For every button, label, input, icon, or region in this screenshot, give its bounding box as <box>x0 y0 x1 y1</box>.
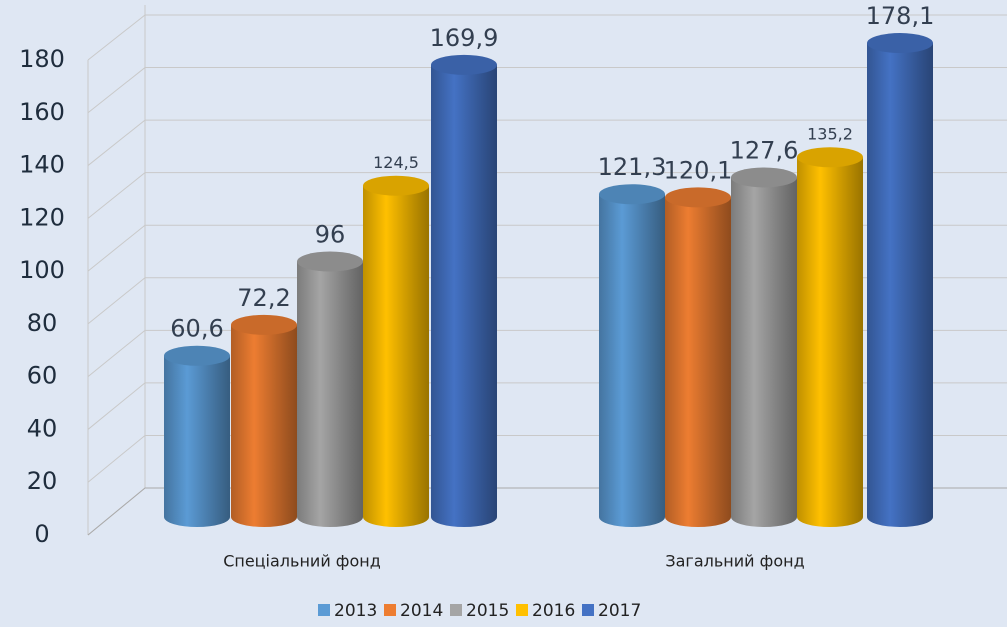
x-tick-label: Спеціальний фонд <box>223 552 381 571</box>
bar-top <box>231 314 297 335</box>
x-tick-label: Загальний фонд <box>665 552 804 571</box>
bar-top <box>599 184 665 205</box>
legend-swatch <box>384 604 396 616</box>
legend-label: 2016 <box>532 601 575 621</box>
y-tick-label: 120 <box>19 203 65 231</box>
bar <box>599 184 665 528</box>
bar-body <box>665 197 731 527</box>
legend-label: 2013 <box>334 601 377 621</box>
y-tick-label: 0 <box>34 520 49 548</box>
bar-body <box>867 43 933 527</box>
y-tick-label: 80 <box>27 309 58 337</box>
grid-line <box>87 14 1007 61</box>
legend-swatch <box>450 604 462 616</box>
y-tick-label: 140 <box>19 151 65 179</box>
bar-body <box>797 157 863 527</box>
bar <box>431 54 497 527</box>
data-label: 96 <box>315 221 346 249</box>
data-label: 121,3 <box>598 153 667 181</box>
grid-line <box>87 172 1007 219</box>
bar <box>797 147 863 527</box>
bar-top <box>363 175 429 196</box>
bar-body <box>297 261 363 527</box>
legend-swatch <box>516 604 528 616</box>
bar-top <box>665 187 731 208</box>
bar-body <box>431 64 497 527</box>
y-tick-label: 20 <box>27 467 58 495</box>
bar <box>297 251 363 527</box>
bar-top <box>164 345 230 366</box>
y-tick-label: 180 <box>19 45 65 73</box>
bar <box>231 314 297 527</box>
bar-body <box>231 324 297 527</box>
legend-label: 2017 <box>598 601 641 621</box>
bar <box>665 187 731 527</box>
legend-label: 2015 <box>466 601 509 621</box>
bar-top <box>797 147 863 168</box>
data-label: 127,6 <box>730 136 799 164</box>
y-tick-label: 40 <box>27 414 58 442</box>
y-tick-label: 160 <box>19 98 65 126</box>
grid-line <box>87 67 1007 114</box>
bar <box>867 33 933 527</box>
bar <box>731 167 797 528</box>
y-tick-label: 100 <box>19 256 65 284</box>
data-label: 169,9 <box>430 24 499 52</box>
bar <box>363 175 429 528</box>
legend-swatch <box>318 604 330 616</box>
bar-body <box>599 194 665 528</box>
data-label: 178,1 <box>866 2 935 30</box>
legend-swatch <box>582 604 594 616</box>
bar-top <box>731 167 797 188</box>
bar-top <box>297 251 363 272</box>
grid-line <box>87 119 1007 166</box>
data-label: 124,5 <box>373 153 419 172</box>
data-label: 72,2 <box>237 284 290 312</box>
y-tick-label: 60 <box>27 362 58 390</box>
data-label: 60,6 <box>170 315 223 343</box>
bar-top <box>431 54 497 75</box>
bar-body <box>164 355 230 527</box>
bar-body <box>731 177 797 528</box>
data-label: 120,1 <box>664 156 733 184</box>
bar-body <box>363 185 429 528</box>
bar <box>164 345 230 527</box>
bar-top <box>867 33 933 54</box>
data-label: 135,2 <box>807 125 853 144</box>
legend-label: 2014 <box>400 601 443 621</box>
